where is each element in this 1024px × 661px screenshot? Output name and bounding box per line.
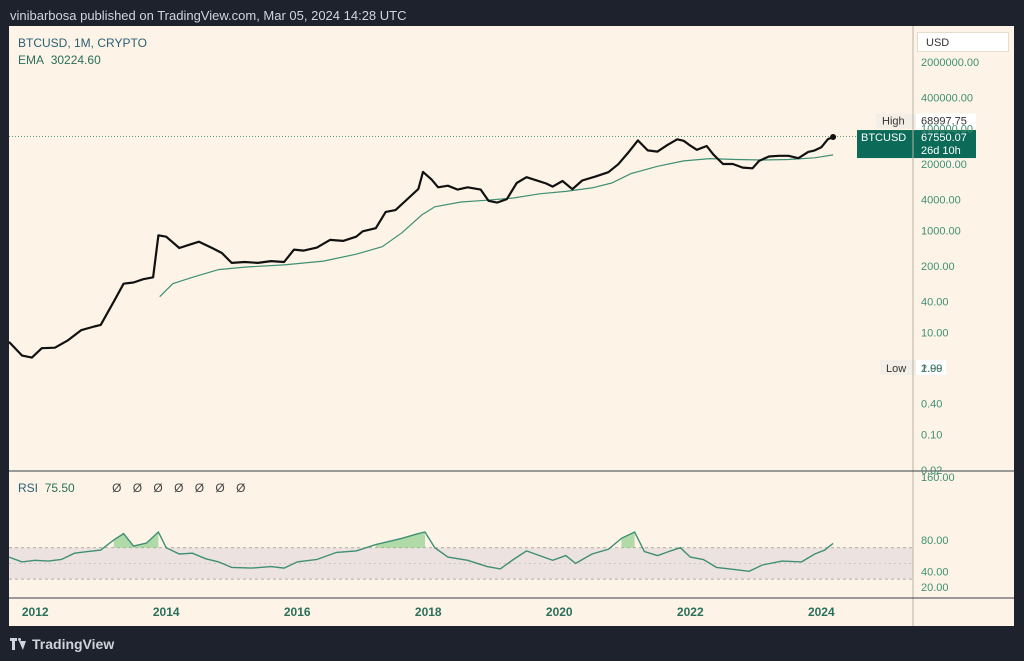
price-tick-label: 20000.00	[921, 159, 967, 171]
price-tick-label: 200.00	[921, 261, 955, 273]
rsi-value: 75.50	[44, 481, 75, 495]
chart-frame[interactable]	[9, 26, 1014, 626]
rsi-tick-label: 80.00	[921, 535, 949, 547]
rsi-pane	[8, 530, 913, 580]
price-tick-label: 40.00	[921, 297, 949, 309]
rsi-label: RSI	[18, 481, 39, 495]
price-tick-label: 1000.00	[921, 225, 961, 237]
ema-legend: EMA 30224.60	[18, 53, 101, 67]
price-tick-label: 10.00	[921, 327, 949, 339]
time-tick-label: 2022	[677, 605, 704, 619]
low-label: Low	[886, 363, 906, 375]
time-tick-label: 2020	[546, 605, 573, 619]
price-tick-label: 2000000.00	[921, 57, 979, 69]
time-tick-label: 2014	[153, 605, 180, 619]
high-value: 68997.75	[921, 116, 967, 128]
high-label-box	[876, 113, 916, 129]
low-value: 1.99	[921, 363, 942, 375]
rsi-legend: RSI 75.50 Ø Ø Ø Ø Ø Ø Ø	[18, 481, 249, 495]
last-price-badge	[857, 130, 976, 159]
publish-header: vinibarbosa published on TradingView.com…	[10, 8, 407, 23]
high-value-box	[916, 113, 976, 129]
rsi-overbought-fill	[621, 532, 635, 548]
last-price-value: 67550.07	[921, 132, 967, 144]
price-tick-label: 0.40	[921, 399, 942, 411]
price-line	[8, 135, 834, 359]
low-value-box	[916, 360, 946, 375]
tradingview-logo-icon	[10, 638, 26, 650]
rsi-line	[8, 530, 834, 573]
rsi-tick-label: 40.00	[921, 566, 949, 578]
symbol-legend: BTCUSD, 1M, CRYPTO	[18, 36, 147, 50]
logo-text: TradingView	[32, 636, 115, 652]
time-tick-label: 2018	[415, 605, 442, 619]
last-price-dot	[830, 134, 837, 141]
ema-value: 30224.60	[50, 53, 101, 67]
price-tick-label: 2.00	[921, 363, 942, 375]
rsi-tick-label: 160.00	[921, 472, 955, 484]
bar-countdown: 26d 10h	[921, 145, 961, 157]
time-tick-label: 2016	[284, 605, 311, 619]
ema-line	[159, 154, 834, 298]
time-tick-label: 2012	[22, 605, 49, 619]
currency-selector[interactable]: USD	[917, 32, 1009, 52]
price-tick-label: 0.02	[921, 465, 942, 477]
rsi-tick-label: 20.00	[921, 582, 949, 594]
price-tick-label: 400000.00	[921, 93, 973, 105]
high-label: High	[882, 116, 905, 128]
ema-label: EMA	[18, 53, 45, 67]
price-tick-label: 100000.00	[921, 123, 973, 135]
tradingview-logo: TradingView	[10, 636, 114, 652]
axes: 2000000.00 400000.00 100000.00 20000.00 4000…	[9, 26, 1014, 626]
low-label-box	[880, 360, 916, 375]
rsi-markers: Ø Ø Ø Ø Ø Ø Ø	[112, 481, 250, 495]
time-tick-label: 2024	[808, 605, 835, 619]
price-tick-label: 4000.00	[921, 195, 961, 207]
last-price-symbol: BTCUSD	[861, 132, 906, 144]
price-tick-label: 0.10	[921, 429, 942, 441]
